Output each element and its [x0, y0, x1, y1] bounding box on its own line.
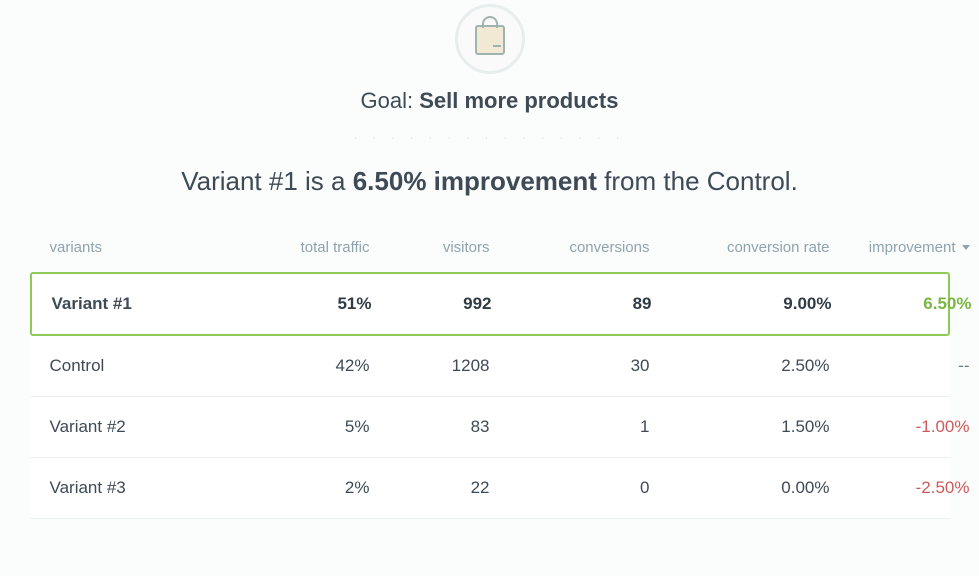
cell-total-traffic: 42%	[230, 356, 370, 376]
cell-visitors: 1208	[370, 356, 490, 376]
sort-caret-down-icon	[962, 245, 970, 250]
cell-visitors: 83	[370, 417, 490, 437]
table-row[interactable]: Variant #25%8311.50%-1.00%	[30, 397, 950, 458]
cell-visitors: 992	[372, 294, 492, 314]
cell-improvement: --	[830, 356, 970, 376]
summary-prefix: Variant #1 is a	[181, 166, 353, 196]
results-table: variants total traffic visitors conversi…	[30, 239, 950, 519]
goal-text: Sell more products	[419, 88, 618, 113]
cell-variant-name: Variant #1	[52, 294, 232, 314]
cell-total-traffic: 5%	[230, 417, 370, 437]
cell-variant-name: Variant #3	[50, 478, 230, 498]
summary-bold: 6.50% improvement	[353, 166, 597, 196]
goal-prefix: Goal:	[361, 88, 420, 113]
cell-variant-name: Variant #2	[50, 417, 230, 437]
table-body: Variant #151%992899.00%6.50%Control42%12…	[30, 272, 950, 519]
cell-conversion-rate: 1.50%	[650, 417, 830, 437]
cell-variant-name: Control	[50, 356, 230, 376]
goal-icon-circle	[455, 4, 525, 74]
col-improvement[interactable]: improvement	[830, 239, 970, 256]
experiment-results-panel: Goal: Sell more products · · · · · · · ·…	[0, 0, 979, 519]
table-row[interactable]: Variant #32%2200.00%-2.50%	[30, 458, 950, 519]
col-variants[interactable]: variants	[50, 239, 230, 256]
cell-improvement: -1.00%	[830, 417, 970, 437]
cell-conversions: 89	[492, 294, 652, 314]
col-total-traffic[interactable]: total traffic	[230, 239, 370, 256]
summary-suffix: from the Control.	[597, 166, 798, 196]
col-conversion-rate[interactable]: conversion rate	[650, 239, 830, 256]
col-improvement-label: improvement	[869, 239, 956, 256]
cell-conversion-rate: 2.50%	[650, 356, 830, 376]
cell-improvement: -2.50%	[830, 478, 970, 498]
table-header-row: variants total traffic visitors conversi…	[30, 239, 950, 272]
cell-conversion-rate: 0.00%	[650, 478, 830, 498]
goal-line: Goal: Sell more products	[361, 88, 619, 114]
cell-conversion-rate: 9.00%	[652, 294, 832, 314]
table-row[interactable]: Control42%1208302.50%--	[30, 336, 950, 397]
shopping-bag-icon	[471, 16, 509, 63]
col-conversions[interactable]: conversions	[490, 239, 650, 256]
cell-conversions: 1	[490, 417, 650, 437]
cell-improvement: 6.50%	[832, 294, 972, 314]
cell-conversions: 30	[490, 356, 650, 376]
cell-total-traffic: 2%	[230, 478, 370, 498]
cell-total-traffic: 51%	[232, 294, 372, 314]
summary-line: Variant #1 is a 6.50% improvement from t…	[181, 166, 798, 197]
col-visitors[interactable]: visitors	[370, 239, 490, 256]
cell-visitors: 22	[370, 478, 490, 498]
table-row[interactable]: Variant #151%992899.00%6.50%	[30, 272, 950, 336]
cell-conversions: 0	[490, 478, 650, 498]
dotted-divider: · · · · · · · · · · · · · · ·	[354, 132, 626, 144]
